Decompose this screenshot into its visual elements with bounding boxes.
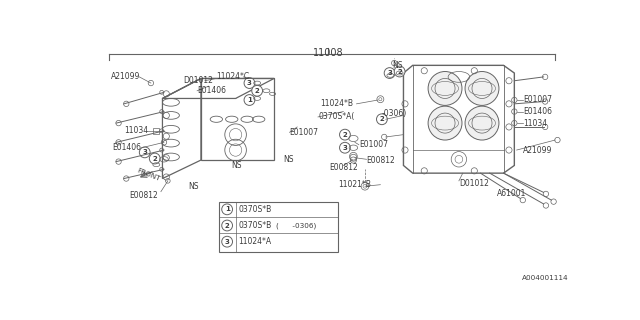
Circle shape	[465, 106, 499, 140]
Circle shape	[376, 114, 387, 124]
Text: 2: 2	[152, 156, 157, 162]
Text: 3: 3	[342, 145, 348, 151]
Circle shape	[140, 147, 150, 158]
Circle shape	[221, 204, 232, 215]
Text: (      -0306): ( -0306)	[276, 222, 317, 229]
Text: NS: NS	[392, 61, 403, 70]
Text: A21099: A21099	[111, 72, 140, 81]
Text: NS: NS	[232, 161, 243, 170]
Circle shape	[384, 68, 395, 78]
Circle shape	[149, 153, 160, 164]
Polygon shape	[403, 65, 515, 173]
Text: D01012: D01012	[183, 76, 213, 85]
Text: E01406: E01406	[197, 86, 226, 95]
Text: 2: 2	[380, 116, 384, 122]
Bar	[153, 128, 159, 134]
Text: 1: 1	[225, 206, 230, 212]
Circle shape	[428, 71, 462, 105]
Circle shape	[221, 236, 232, 247]
Text: E01007: E01007	[359, 140, 388, 149]
Circle shape	[340, 129, 350, 140]
Text: E01406: E01406	[523, 107, 552, 116]
Text: A004001114: A004001114	[522, 275, 568, 281]
Text: 3: 3	[142, 149, 147, 155]
Text: D01012: D01012	[459, 179, 489, 188]
Text: 11034: 11034	[523, 119, 547, 128]
Text: 2: 2	[255, 88, 260, 94]
Text: 0370S*B: 0370S*B	[239, 205, 272, 214]
Circle shape	[244, 95, 255, 105]
Text: -0306): -0306)	[382, 109, 407, 118]
Circle shape	[394, 66, 405, 77]
Text: 2: 2	[225, 222, 230, 228]
Text: 11024*A: 11024*A	[239, 237, 272, 246]
Text: E01007: E01007	[289, 128, 319, 137]
Text: E00812: E00812	[367, 156, 396, 164]
Text: E01406: E01406	[113, 143, 141, 152]
Circle shape	[244, 78, 255, 88]
Text: 0370S*B: 0370S*B	[239, 221, 272, 230]
Text: 11024*B: 11024*B	[320, 99, 353, 108]
Text: 11034: 11034	[124, 126, 148, 135]
Text: 1: 1	[247, 97, 252, 103]
Text: E01007: E01007	[523, 95, 552, 105]
Text: A21099: A21099	[523, 146, 552, 155]
Text: 3: 3	[387, 70, 392, 76]
Circle shape	[465, 71, 499, 105]
Circle shape	[340, 142, 350, 153]
Text: E00812: E00812	[129, 191, 158, 200]
Text: NS: NS	[188, 182, 198, 191]
Text: E00812: E00812	[330, 163, 358, 172]
Circle shape	[252, 85, 262, 96]
Circle shape	[221, 220, 232, 231]
Text: 3: 3	[225, 239, 230, 245]
Circle shape	[428, 106, 462, 140]
Text: FRONT: FRONT	[136, 167, 161, 182]
Text: 2: 2	[397, 68, 402, 75]
Bar	[219, 202, 338, 252]
Text: A61001: A61001	[497, 189, 527, 198]
Text: 2: 2	[342, 132, 348, 138]
Text: 3: 3	[247, 80, 252, 86]
Text: 11021*B: 11021*B	[338, 180, 371, 189]
Text: 0370S*A(: 0370S*A(	[319, 112, 355, 121]
Text: 11024*C: 11024*C	[216, 72, 250, 81]
Text: NS: NS	[284, 155, 294, 164]
Text: 11008: 11008	[313, 48, 343, 58]
